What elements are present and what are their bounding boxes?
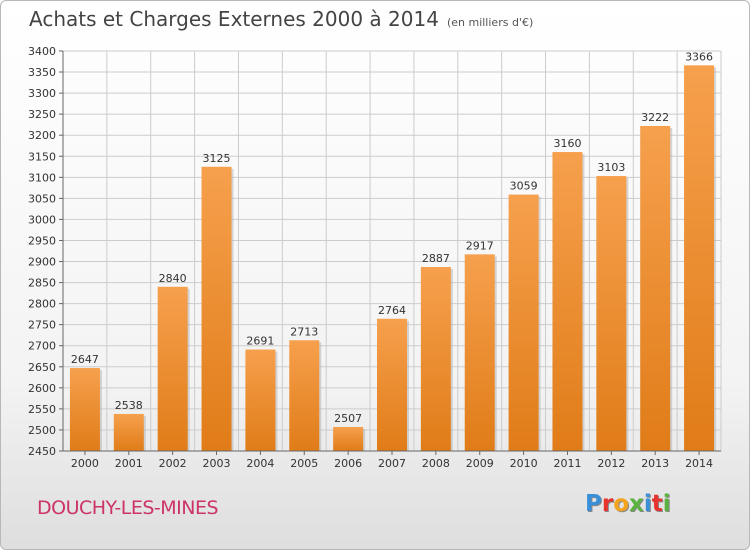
data-label: 2647 (71, 353, 99, 366)
data-label: 2691 (246, 335, 274, 348)
y-tick-label: 3000 (28, 213, 56, 226)
bar[interactable] (508, 194, 539, 451)
bar[interactable] (684, 65, 715, 451)
bar[interactable] (552, 152, 583, 452)
y-tick-label: 2550 (28, 403, 56, 416)
y-tick-label: 3350 (28, 66, 56, 79)
y-tick-label: 2500 (28, 424, 56, 437)
y-tick-label: 2650 (28, 361, 56, 374)
logo-letter: P (585, 491, 602, 517)
data-label: 3222 (641, 111, 669, 124)
data-label: 2917 (466, 239, 494, 252)
y-tick-label: 3400 (28, 45, 56, 58)
x-tick-label: 2007 (378, 457, 406, 470)
y-tick-label: 3050 (28, 192, 56, 205)
bar[interactable] (201, 166, 232, 451)
y-tick-label: 2700 (28, 340, 56, 353)
x-tick-label: 2005 (290, 457, 318, 470)
data-label: 2840 (159, 272, 187, 285)
bar[interactable] (464, 254, 495, 451)
y-tick-label: 2600 (28, 382, 56, 395)
data-label: 3160 (553, 137, 581, 150)
logo-letter: x (629, 491, 644, 517)
x-tick-label: 2001 (115, 457, 143, 470)
axes: 2450 2500 2550 2600 2650 2700 2750 2800 2850 2900… (28, 45, 721, 470)
bars: 2647 2538 2840 3125 2691 2713 2507 2764 2887 2917… (69, 50, 717, 452)
y-tick-label: 3100 (28, 171, 56, 184)
y-tick-label: 2900 (28, 256, 56, 269)
bar[interactable] (333, 427, 364, 451)
bar[interactable] (420, 267, 451, 451)
data-label: 3103 (597, 161, 625, 174)
x-tick-label: 2003 (203, 457, 231, 470)
y-tick-label: 3250 (28, 108, 56, 121)
commune-name: DOUCHY-LES-MINES (37, 497, 219, 519)
data-label: 3366 (685, 50, 713, 63)
bar[interactable] (113, 413, 144, 451)
data-label: 2764 (378, 304, 406, 317)
data-label: 2507 (334, 412, 362, 425)
x-tick-label: 2011 (553, 457, 581, 470)
chart-title: Achats et Charges Externes 2000 à 2014 (e… (29, 7, 533, 31)
bar[interactable] (157, 286, 188, 451)
data-label: 3125 (203, 152, 231, 165)
x-tick-label: 2002 (159, 457, 187, 470)
chart-unit: (en milliers d'€) (446, 16, 534, 29)
x-tick-label: 2000 (71, 457, 99, 470)
y-tick-label: 2850 (28, 277, 56, 290)
x-tick-label: 2013 (641, 457, 669, 470)
y-tick-label: 2800 (28, 298, 56, 311)
x-tick-label: 2010 (510, 457, 538, 470)
bar[interactable] (640, 125, 671, 452)
data-label: 2538 (115, 399, 143, 412)
y-tick-label: 3300 (28, 87, 56, 100)
y-tick-label: 2450 (28, 445, 56, 458)
x-tick-label: 2009 (466, 457, 494, 470)
bar[interactable] (596, 176, 627, 452)
bar[interactable] (69, 368, 100, 451)
y-tick-label: 2950 (28, 234, 56, 247)
bar[interactable] (245, 349, 276, 451)
bar[interactable] (289, 340, 320, 451)
logo-letter: r (601, 491, 614, 517)
data-label: 3059 (510, 180, 538, 193)
y-tick-label: 2750 (28, 319, 56, 332)
logo-letter: i (662, 491, 671, 517)
logo-letter: t (651, 491, 663, 517)
y-tick-label: 3200 (28, 129, 56, 142)
y-tick-label: 3150 (28, 150, 56, 163)
bar[interactable] (377, 318, 407, 451)
logo-letter: o (613, 491, 630, 517)
x-tick-label: 2006 (334, 457, 362, 470)
x-tick-label: 2004 (246, 457, 274, 470)
proxiti-logo[interactable]: Proxiti (585, 491, 671, 517)
x-tick-label: 2008 (422, 457, 450, 470)
data-label: 2713 (290, 325, 318, 338)
chart-title-text: Achats et Charges Externes 2000 à 2014 (29, 7, 439, 31)
x-tick-label: 2014 (685, 457, 713, 470)
data-label: 2887 (422, 252, 450, 265)
x-tick-label: 2012 (597, 457, 625, 470)
logo-letter: i (643, 491, 652, 517)
